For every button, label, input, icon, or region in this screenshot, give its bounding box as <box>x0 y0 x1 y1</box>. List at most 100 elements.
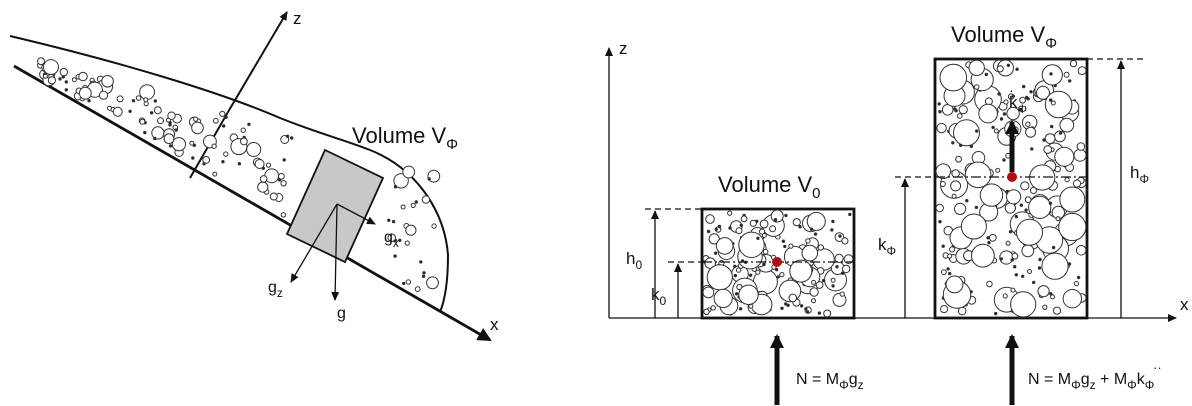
particle <box>1010 291 1037 318</box>
particle <box>1014 273 1018 277</box>
particle <box>189 140 195 146</box>
particle <box>1022 84 1026 89</box>
particle <box>139 118 146 125</box>
particle <box>1019 96 1026 104</box>
particle <box>1024 208 1028 212</box>
particle <box>949 246 956 253</box>
particle <box>1068 79 1072 83</box>
right-axis-z-label: z <box>619 39 628 58</box>
particle <box>727 210 733 216</box>
particle <box>1037 266 1042 270</box>
flow-body-outline <box>9 35 450 313</box>
particle <box>282 158 286 162</box>
particle <box>1029 186 1038 194</box>
particle <box>740 215 748 223</box>
g-vector <box>331 203 340 301</box>
particle <box>759 219 769 229</box>
particle <box>973 84 980 90</box>
particle <box>788 243 794 249</box>
particle <box>1021 244 1035 258</box>
particle <box>414 200 418 204</box>
particle <box>951 141 955 145</box>
particle <box>167 111 176 120</box>
particle <box>1058 212 1087 242</box>
left-axis-z-label: z <box>293 9 302 28</box>
particle <box>59 67 68 77</box>
particle <box>112 106 123 117</box>
particle <box>714 227 718 232</box>
particle <box>806 211 826 231</box>
particle <box>969 144 974 149</box>
particle <box>404 240 410 246</box>
particle <box>1002 112 1007 116</box>
particle <box>212 171 218 177</box>
particle <box>784 213 788 218</box>
particle <box>993 128 999 134</box>
particle <box>748 273 753 277</box>
particle <box>191 156 195 160</box>
particle <box>946 267 950 271</box>
left-z-axis <box>227 11 288 113</box>
particle <box>951 169 960 178</box>
particle <box>957 113 963 119</box>
particle <box>804 307 808 311</box>
particle <box>835 265 839 269</box>
particle <box>1063 71 1070 78</box>
particle <box>393 185 398 189</box>
particle <box>426 276 439 290</box>
particle <box>1041 252 1069 280</box>
particle <box>843 254 854 265</box>
particle <box>762 248 769 255</box>
particle <box>935 203 944 213</box>
right-bubbles <box>702 59 1087 318</box>
particle <box>779 272 785 278</box>
particle <box>393 173 409 189</box>
kdot-dot: · <box>1009 82 1014 98</box>
particle <box>1076 275 1081 280</box>
particle <box>174 128 179 132</box>
particle <box>402 281 406 286</box>
particle <box>781 239 785 243</box>
particle <box>171 137 186 152</box>
particle <box>139 84 156 100</box>
particle <box>941 269 947 276</box>
particle <box>168 144 173 148</box>
particle <box>811 298 816 304</box>
particle <box>735 227 743 235</box>
particle <box>224 115 228 120</box>
particle <box>991 125 995 130</box>
particle <box>708 233 720 245</box>
gray-volume-element <box>285 148 385 264</box>
particle <box>1048 201 1053 205</box>
particle <box>958 143 963 148</box>
particle <box>280 180 287 187</box>
particle <box>143 97 149 103</box>
particle <box>1020 181 1030 191</box>
particle <box>738 307 743 311</box>
particle <box>758 228 766 235</box>
particle <box>830 277 836 283</box>
particle <box>739 223 743 228</box>
particle <box>1059 186 1086 213</box>
particle <box>422 271 426 275</box>
particle <box>755 269 761 275</box>
particle <box>840 271 845 275</box>
particle <box>128 109 132 114</box>
particle <box>706 229 711 234</box>
particle <box>761 233 767 238</box>
particle <box>947 253 953 259</box>
particle <box>1073 148 1087 162</box>
volume-phi-label: Volume VΦ <box>951 22 1057 52</box>
particle <box>841 264 851 274</box>
gx-vector <box>336 203 376 225</box>
particle <box>702 286 715 299</box>
particle <box>202 162 206 166</box>
particle <box>64 88 69 92</box>
particle <box>247 122 251 127</box>
particle <box>1019 107 1023 112</box>
particle <box>42 73 48 79</box>
particle <box>1006 189 1022 205</box>
particle <box>965 199 969 203</box>
particle <box>193 116 199 122</box>
particle <box>414 286 421 293</box>
